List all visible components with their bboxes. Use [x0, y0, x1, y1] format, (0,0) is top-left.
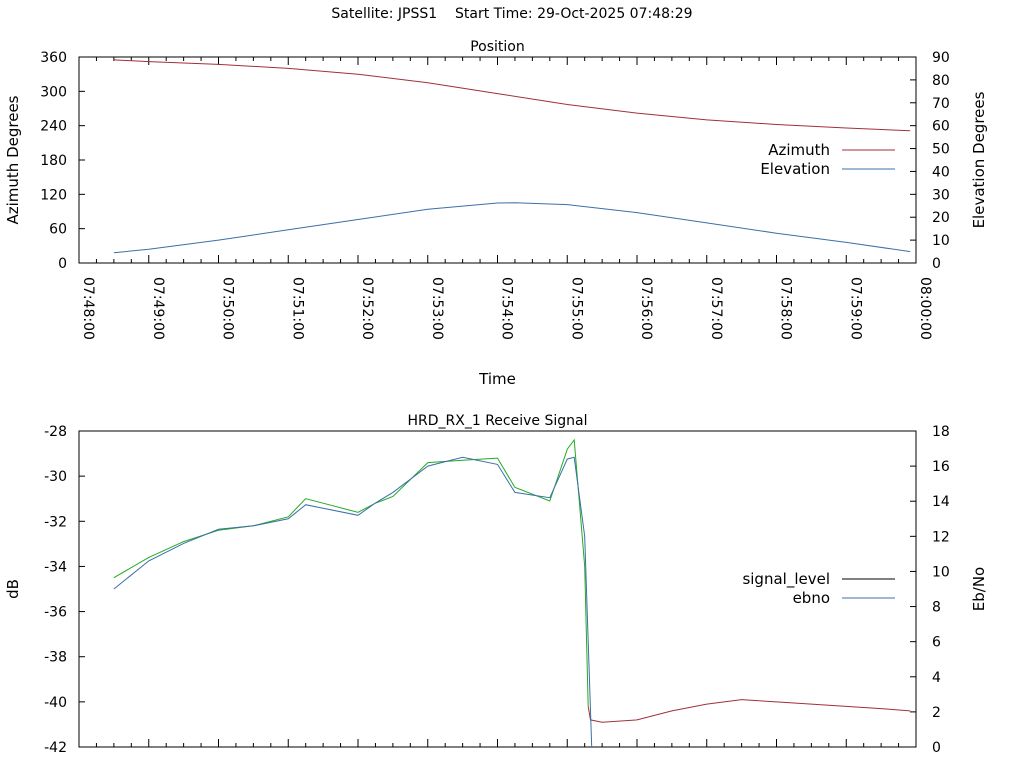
y2-tick-label: 70 — [932, 96, 950, 112]
x-axis-label: Time — [478, 370, 516, 388]
chart-title-2: HRD_RX_1 Receive Signal — [408, 413, 588, 429]
series-ebno — [113, 456, 593, 748]
x-tick-label: 07:57:00 — [708, 277, 724, 340]
y-tick-label: 360 — [40, 50, 67, 66]
y2-tick-label: 50 — [932, 142, 950, 158]
y2-axis-label-2: Eb/No — [970, 567, 988, 611]
series-signal_level-segment-2 — [587, 699, 911, 723]
x-tick-label: 07:52:00 — [359, 277, 375, 340]
x-tick-label: 07:55:00 — [568, 277, 584, 340]
y2-tick-label: 0 — [932, 256, 941, 272]
y2-tick-label: 90 — [932, 50, 950, 66]
series-signal_level-segment-1 — [113, 438, 589, 707]
y-tick-label: -42 — [44, 740, 67, 756]
y-tick-label: 120 — [40, 187, 67, 203]
y2-tick-label: 0 — [932, 740, 941, 756]
legend-label-Elevation: Elevation — [760, 160, 830, 178]
series-Azimuth — [113, 59, 911, 132]
x-tick-label: 07:50:00 — [220, 277, 236, 340]
y2-tick-label: 16 — [932, 459, 950, 475]
legend-label-ebno: ebno — [793, 589, 830, 607]
y-tick-label: -34 — [44, 559, 67, 575]
legend-label-signal_level: signal_level — [742, 570, 830, 589]
y-tick-label: -28 — [44, 424, 67, 440]
y-tick-label: 0 — [58, 256, 67, 272]
y2-tick-label: 80 — [932, 73, 950, 89]
y-axis-label-2: dB — [4, 579, 22, 599]
y2-tick-label: 8 — [932, 600, 941, 616]
y2-tick-label: 14 — [932, 494, 950, 510]
x-tick-label: 07:49:00 — [150, 277, 166, 340]
satellite-label: Satellite: JPSS1 — [331, 6, 438, 22]
y2-tick-label: 60 — [932, 119, 950, 135]
y2-tick-label: 20 — [932, 210, 950, 226]
y-tick-label: 300 — [40, 84, 67, 100]
y-tick-label: -38 — [44, 650, 67, 666]
y2-tick-label: 10 — [932, 233, 950, 249]
plot-frame-2 — [78, 430, 917, 748]
x-tick-label: 07:48:00 — [80, 277, 96, 340]
x-tick-label: 08:00:00 — [917, 277, 933, 340]
y2-axis-label-1: Elevation Degrees — [970, 91, 988, 228]
chart-title-1: Position — [470, 39, 525, 55]
y2-tick-label: 18 — [932, 424, 950, 440]
y-tick-label: -36 — [44, 605, 67, 621]
start-time-label: Start Time: 29-Oct-2025 07:48:29 — [455, 6, 693, 22]
y2-tick-label: 30 — [932, 187, 950, 203]
y-tick-label: -40 — [44, 695, 67, 711]
x-tick-label: 07:54:00 — [499, 277, 515, 340]
y-tick-label: 60 — [49, 222, 67, 238]
y-tick-label: 180 — [40, 153, 67, 169]
y-tick-label: -32 — [44, 514, 67, 530]
x-tick-label: 07:56:00 — [638, 277, 654, 340]
y2-tick-label: 12 — [932, 529, 950, 545]
y2-tick-label: 10 — [932, 564, 950, 580]
y2-tick-label: 40 — [932, 164, 950, 180]
x-tick-label: 07:53:00 — [429, 277, 445, 340]
series-Elevation — [113, 202, 911, 254]
legend-label-Azimuth: Azimuth — [768, 141, 830, 159]
x-tick-label: 07:51:00 — [289, 277, 305, 340]
y-tick-label: 240 — [40, 119, 67, 135]
y-axis-label-1: Azimuth Degrees — [4, 95, 22, 224]
y2-tick-label: 2 — [932, 705, 941, 721]
page-title: Satellite: JPSS1 Start Time: 29-Oct-2025… — [0, 6, 1024, 22]
y2-tick-label: 4 — [932, 670, 941, 686]
y2-tick-label: 6 — [932, 635, 941, 651]
y-tick-label: -30 — [44, 469, 67, 485]
x-tick-label: 07:59:00 — [847, 277, 863, 340]
x-tick-label: 07:58:00 — [778, 277, 794, 340]
